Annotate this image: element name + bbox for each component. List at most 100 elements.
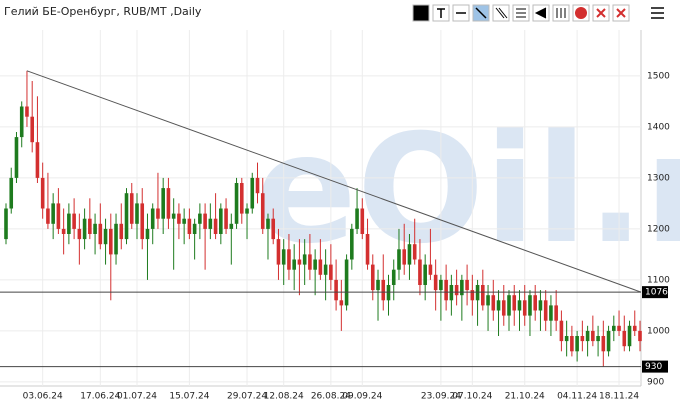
candle-body (632, 325, 637, 331)
candle-body (82, 218, 87, 240)
candle-body (606, 330, 611, 352)
candle-body (77, 228, 82, 240)
candle-body (224, 208, 228, 229)
candle-body (156, 208, 160, 219)
icon (534, 7, 547, 19)
x-tick-label: 09.09.24 (342, 392, 382, 402)
icon (616, 8, 626, 18)
trend-line (26, 70, 642, 293)
candle-body (339, 300, 344, 306)
candle-body (313, 259, 317, 270)
candle-body (428, 264, 433, 275)
candle-body (533, 295, 538, 311)
candle-body (318, 259, 323, 275)
candle-body (213, 218, 218, 234)
x-tick-label: 21.10.24 (505, 392, 545, 402)
tool-color[interactable] (412, 4, 430, 22)
candle-body (292, 259, 296, 270)
candle-body (439, 279, 443, 291)
candle-body (397, 249, 401, 270)
candle-body (465, 279, 469, 291)
icon (475, 7, 487, 19)
candle-body (617, 325, 621, 331)
x-tick-label: 03.06.24 (23, 392, 63, 402)
x-tick-label: 07.10.24 (452, 392, 492, 402)
candle-body (140, 203, 145, 240)
candle-body (391, 269, 396, 285)
candle-body (166, 188, 171, 219)
candle-body (329, 264, 333, 280)
icon (556, 8, 566, 18)
candle-body (25, 106, 29, 117)
candle-body (276, 239, 281, 265)
candle-body (46, 208, 50, 224)
candle-body (129, 193, 134, 224)
candle-body (14, 137, 19, 178)
candle-body (570, 336, 574, 352)
candle-body (449, 285, 454, 301)
candle-body (308, 254, 312, 270)
candle-body (19, 106, 24, 138)
menu-button[interactable] (651, 7, 664, 19)
candle-body (454, 285, 459, 296)
candle-body (381, 279, 386, 301)
candle-body (496, 300, 501, 311)
candle-body (192, 223, 197, 234)
candle-body (4, 208, 8, 240)
candle-body (470, 290, 475, 301)
candle-body (554, 305, 558, 321)
candle-body (601, 336, 606, 352)
candle-body (543, 300, 548, 321)
candle-body (150, 208, 155, 229)
candle-body (177, 213, 181, 224)
candle-body (507, 295, 511, 316)
candle-body (203, 213, 207, 229)
tool-channel[interactable] (492, 4, 510, 22)
candle-body (135, 203, 139, 224)
candle-body (208, 218, 213, 229)
candle-body (171, 213, 176, 219)
candle-body (612, 325, 616, 331)
candle-body (538, 300, 543, 311)
candle-body (323, 264, 328, 275)
candle-body (596, 336, 600, 342)
x-tick-label: 23.09.24 (421, 392, 461, 402)
candle-body (360, 208, 365, 234)
chart-title: Гелий БЕ-Оренбург, RUB/MT ,Daily (4, 5, 202, 18)
candle-body (522, 300, 527, 316)
candle-body (9, 177, 14, 209)
icon (596, 8, 606, 18)
watermark: eOil.ru (255, 103, 680, 277)
y-tick-label: 900 (647, 377, 664, 387)
level-label-box (642, 286, 668, 299)
candle-body (549, 305, 553, 321)
toolbar (412, 4, 664, 22)
candle-body (528, 295, 532, 316)
candle-body (51, 203, 55, 224)
candle-body (386, 285, 391, 301)
candle-body (418, 259, 422, 285)
level-label: 1076 (645, 288, 668, 298)
candle-body (114, 223, 118, 255)
x-tick-label: 18.11.24 (599, 392, 639, 402)
candle-body (119, 223, 124, 240)
x-tick-label: 17.06.24 (80, 392, 120, 402)
candle-body (444, 279, 448, 301)
candle-body (355, 208, 359, 229)
candle-body (302, 254, 307, 265)
candle-body (501, 300, 506, 316)
candle-body (98, 223, 103, 245)
x-tick-label: 04.11.24 (557, 392, 597, 402)
candle-body (260, 193, 265, 229)
candle-body (370, 264, 375, 291)
x-tick-label: 26.08.24 (311, 392, 351, 402)
candle-body (297, 259, 302, 265)
icon (495, 7, 508, 19)
candle-body (638, 330, 642, 342)
candle-body (627, 325, 632, 347)
candle-body (229, 223, 234, 229)
candle-body (287, 249, 291, 270)
candle-body (182, 218, 186, 224)
candle-body (35, 142, 40, 178)
y-tick-label: 1000 (647, 326, 670, 336)
